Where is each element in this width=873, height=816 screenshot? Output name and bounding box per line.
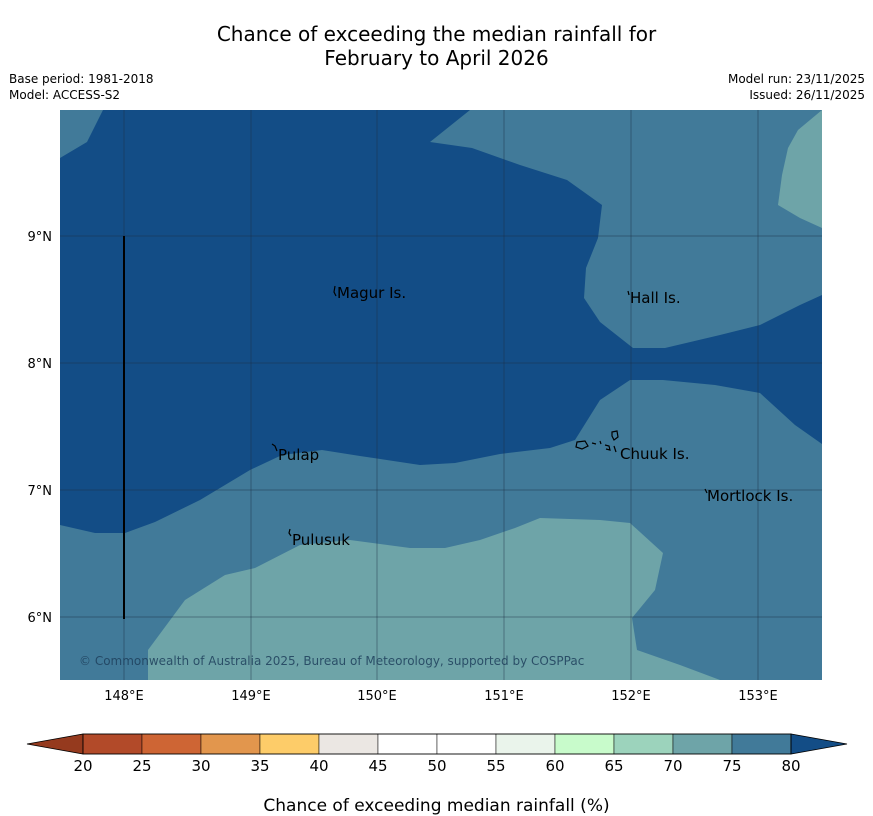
colorbar-segment bbox=[200, 733, 261, 755]
x-tick-label: 153°E bbox=[738, 689, 778, 704]
region-fill-75-east bbox=[430, 110, 822, 348]
colorbar-tick-label: 65 bbox=[604, 757, 623, 775]
x-tick-label: 152°E bbox=[611, 689, 651, 704]
y-axis-ticks: 9°N 8°N 7°N 6°N bbox=[28, 230, 53, 626]
pulusuk-outline bbox=[288, 528, 292, 537]
colorbar-tick-label: 40 bbox=[309, 757, 328, 775]
colorbar-tick-label: 20 bbox=[73, 757, 92, 775]
colorbar-frame bbox=[82, 733, 792, 755]
map-plot-area: Magur Is. Hall Is. Pulap Chuuk Is. Mortl… bbox=[60, 110, 822, 680]
colorbar-over-arrow bbox=[790, 733, 848, 755]
colorbar-segment bbox=[377, 733, 438, 755]
place-label-mortlock: Mortlock Is. bbox=[707, 487, 793, 505]
region-fill-70-east bbox=[778, 110, 822, 228]
colorbar-segment bbox=[554, 733, 615, 755]
x-tick-label: 150°E bbox=[357, 689, 397, 704]
chuuk-outline-4 bbox=[611, 430, 619, 441]
colorbar-segments bbox=[82, 733, 792, 755]
y-tick-label: 9°N bbox=[28, 230, 53, 245]
colorbar-tick-label: 80 bbox=[781, 757, 800, 775]
meta-left: Base period: 1981-2018 Model: ACCESS-S2 bbox=[9, 71, 154, 103]
colorbar-segment bbox=[141, 733, 202, 755]
x-tick-label: 148°E bbox=[104, 689, 144, 704]
colorbar-segment bbox=[259, 733, 320, 755]
map-title: Chance of exceeding the median rainfall … bbox=[0, 22, 873, 70]
y-tick-label: 8°N bbox=[28, 357, 53, 372]
colorbar-tick-label: 45 bbox=[368, 757, 387, 775]
chuuk-outline-2 bbox=[591, 440, 602, 445]
colorbar-label: Chance of exceeding median rainfall (%) bbox=[263, 796, 610, 816]
colorbar-tick-label: 75 bbox=[722, 757, 741, 775]
place-label-pulap: Pulap bbox=[278, 446, 319, 464]
issued-date: Issued: 26/11/2025 bbox=[749, 88, 865, 102]
chuuk-outline-5 bbox=[613, 445, 617, 453]
colorbar-segment bbox=[613, 733, 674, 755]
chuuk-outline-1 bbox=[575, 440, 589, 450]
place-label-hall: Hall Is. bbox=[630, 289, 681, 307]
meta-right: Model run: 23/11/2025 Issued: 26/11/2025 bbox=[728, 71, 865, 103]
y-tick-label: 7°N bbox=[28, 484, 53, 499]
x-axis-ticks: 148°E 149°E 150°E 151°E 152°E 153°E bbox=[104, 689, 778, 704]
region-fill-70-south bbox=[148, 518, 720, 680]
colorbar-segment bbox=[318, 733, 379, 755]
model-run: Model run: 23/11/2025 bbox=[727, 72, 865, 86]
colorbar-segment bbox=[731, 733, 792, 755]
colorbar-ticks: 20 25 30 35 40 45 50 55 60 65 70 75 80 bbox=[73, 757, 800, 775]
colorbar-segment bbox=[436, 733, 497, 755]
copyright-notice: © Commonwealth of Australia 2025, Bureau… bbox=[79, 654, 584, 668]
colorbar-tick-label: 60 bbox=[545, 757, 564, 775]
hall-outline bbox=[627, 290, 630, 296]
island-outlines bbox=[271, 285, 708, 537]
chuuk-outline-3 bbox=[604, 444, 611, 451]
title-line-1: Chance of exceeding the median rainfall … bbox=[216, 22, 657, 46]
mortlock-outline bbox=[704, 488, 708, 494]
x-tick-label: 151°E bbox=[484, 689, 524, 704]
colorbar-tick-label: 55 bbox=[486, 757, 505, 775]
colorbar-tick-label: 50 bbox=[427, 757, 446, 775]
colorbar-tick-label: 25 bbox=[132, 757, 151, 775]
colorbar-tick-label: 30 bbox=[191, 757, 210, 775]
title-line-2: February to April 2026 bbox=[324, 46, 549, 70]
x-tick-label: 149°E bbox=[231, 689, 271, 704]
region-fill-75-corner bbox=[60, 110, 103, 158]
y-tick-label: 6°N bbox=[28, 611, 53, 626]
colorbar-tick-label: 70 bbox=[663, 757, 682, 775]
place-label-magur: Magur Is. bbox=[337, 284, 406, 302]
colorbar-under-arrow bbox=[26, 733, 84, 755]
magur-outline bbox=[333, 285, 337, 297]
place-labels: Magur Is. Hall Is. Pulap Chuuk Is. Mortl… bbox=[278, 284, 793, 549]
colorbar-segment bbox=[495, 733, 556, 755]
colorbar-segment bbox=[672, 733, 733, 755]
model-name: Model: ACCESS-S2 bbox=[9, 88, 121, 102]
colorbar: 20 25 30 35 40 45 50 55 60 65 70 75 80 bbox=[26, 733, 848, 775]
colorbar-tick-label: 35 bbox=[250, 757, 269, 775]
base-period: Base period: 1981-2018 bbox=[9, 72, 154, 86]
colorbar-segment bbox=[82, 733, 143, 755]
place-label-chuuk: Chuuk Is. bbox=[620, 445, 689, 463]
place-label-pulusuk: Pulusuk bbox=[292, 531, 350, 549]
pulap-outline bbox=[271, 443, 278, 452]
